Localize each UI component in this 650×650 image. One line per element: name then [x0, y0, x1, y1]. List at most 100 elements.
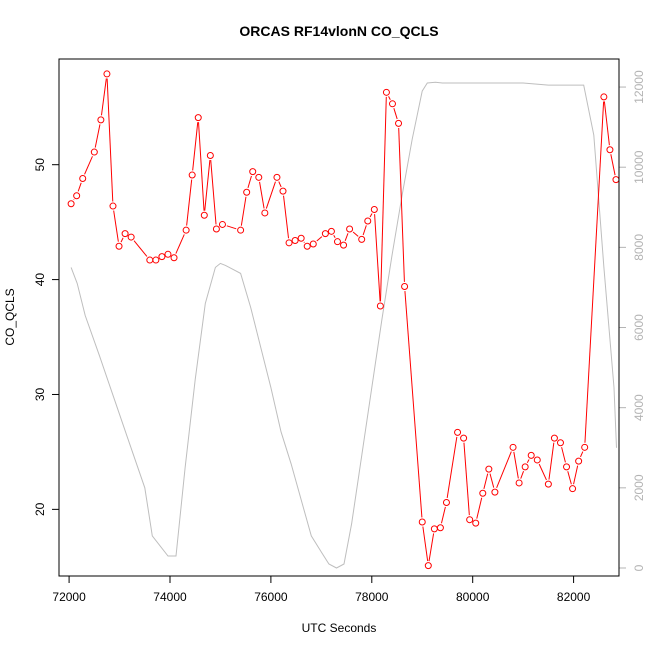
co-data-point — [550, 434, 558, 442]
co-data-point — [563, 463, 571, 471]
x-tick-label: 76000 — [254, 590, 288, 604]
co-line-segment — [483, 473, 489, 489]
co-line-segment — [316, 236, 323, 242]
co-data-point — [395, 119, 403, 127]
co-data-point — [255, 173, 263, 181]
co-data-point — [436, 524, 444, 532]
co-line-segment — [247, 175, 252, 188]
co-line-segment — [393, 108, 398, 120]
co-data-point — [382, 88, 390, 96]
co-line-segment — [489, 473, 495, 488]
co-data-point — [327, 227, 335, 235]
co-line-segment — [610, 154, 616, 176]
co-line-segment — [404, 291, 423, 518]
co-data-point — [152, 256, 160, 264]
co-data-point — [206, 152, 214, 160]
co-data-point — [170, 254, 178, 262]
co-line-segment — [77, 182, 82, 192]
co-data-point — [466, 516, 474, 524]
co-data-point — [285, 239, 293, 247]
co-line-segment — [584, 101, 605, 443]
co-data-point — [297, 234, 305, 242]
co-line-segment — [374, 214, 381, 302]
co-data-point — [249, 168, 257, 176]
co-data-point — [73, 192, 81, 200]
co-data-point — [515, 479, 523, 487]
co-data-point — [358, 235, 366, 243]
co-data-point — [521, 463, 529, 471]
y2-tick-label: 2000 — [632, 474, 646, 501]
co-line-segment — [278, 181, 282, 188]
co-line-segment — [379, 96, 387, 302]
co-data-point — [472, 519, 480, 527]
co-data-point — [97, 116, 105, 124]
co-line-segment — [226, 225, 237, 230]
co-line-segment — [388, 96, 391, 100]
co-line-segment — [476, 497, 483, 519]
co-data-point — [364, 217, 372, 225]
co-data-point — [544, 480, 552, 488]
co-data-point — [279, 187, 287, 195]
co-line-segment — [133, 240, 148, 257]
co-line-segment — [428, 533, 435, 562]
co-line-segment — [567, 471, 572, 485]
co-data-point — [218, 220, 226, 228]
co-data-point — [333, 238, 341, 246]
co-line-segment — [303, 241, 305, 243]
co-data-point — [237, 226, 245, 234]
y-axis-label: CO_QCLS — [3, 288, 17, 345]
y2-tick-label: 10000 — [632, 150, 646, 184]
co-data-point — [388, 100, 396, 108]
co-data-point — [575, 457, 583, 465]
x-tick-label: 78000 — [355, 590, 389, 604]
co-data-point — [491, 488, 499, 496]
co-data-point — [479, 489, 487, 497]
co-line-segment — [198, 122, 205, 211]
co-data-point — [291, 237, 299, 245]
co-line-segment — [175, 234, 185, 254]
co-data-point — [164, 250, 172, 258]
co-line-segment — [580, 451, 584, 458]
co-data-point — [442, 498, 450, 506]
co-line-segment — [120, 237, 124, 243]
co-data-point — [243, 188, 251, 196]
co-data-point — [67, 200, 75, 208]
x-tick-label: 82000 — [557, 590, 591, 604]
co-line-segment — [204, 160, 211, 211]
co-line-segment — [240, 196, 247, 226]
co-data-point — [600, 93, 608, 101]
co-data-point — [556, 439, 564, 447]
co-line-segment — [369, 213, 373, 218]
co-line-segment — [344, 233, 349, 241]
y-tick-label: 40 — [33, 273, 47, 287]
co-data-point — [121, 230, 129, 238]
co-data-point — [533, 456, 541, 464]
x-tick-label: 80000 — [456, 590, 490, 604]
plot-frame — [58, 58, 620, 577]
co-data-point — [430, 525, 438, 533]
co-line-segment — [113, 210, 119, 242]
co-line-segment — [513, 451, 519, 479]
co-data-point — [200, 211, 208, 219]
co-data-point — [127, 233, 135, 241]
co-data-point — [376, 302, 384, 310]
right-axis-series — [70, 81, 617, 569]
co-data-point — [401, 282, 409, 290]
co-line-segment — [210, 160, 217, 225]
co-data-point — [103, 70, 111, 78]
x-tick-label: 74000 — [153, 590, 187, 604]
co-line-segment — [520, 470, 525, 479]
y-tick-label: 20 — [33, 502, 47, 516]
y2-tick-label: 8000 — [632, 234, 646, 261]
co-line-segment — [398, 127, 405, 282]
co-data-point — [460, 434, 468, 442]
x-tick-label: 72000 — [52, 590, 86, 604]
co-data-point — [182, 226, 190, 234]
y-tick-label: 30 — [33, 387, 47, 401]
co-data-point — [606, 146, 614, 154]
co-data-point — [321, 230, 329, 238]
co-line-segment — [333, 235, 336, 238]
co-line-segment — [526, 459, 530, 464]
y2-tick-label: 4000 — [632, 394, 646, 421]
